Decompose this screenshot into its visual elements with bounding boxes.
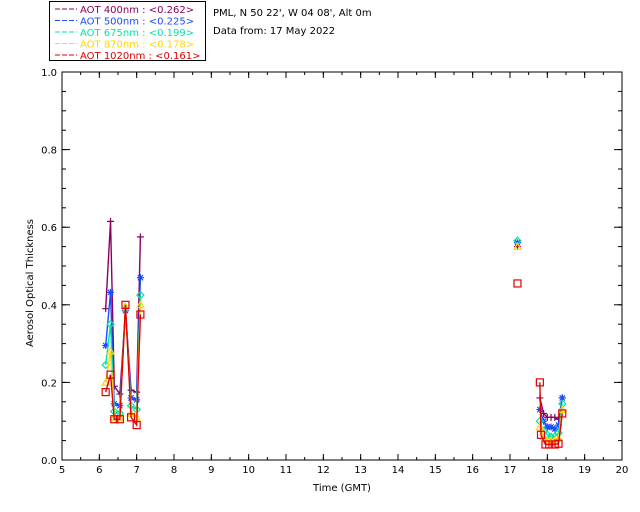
- x-tick-label: 20: [616, 465, 629, 476]
- y-tick-label: 0.6: [41, 223, 57, 234]
- legend-label: AOT 400nm : <0.262>: [80, 5, 194, 16]
- x-axis-label: Time (GMT): [312, 483, 371, 494]
- data-point: [513, 279, 522, 288]
- series: [102, 217, 566, 423]
- date-label: Data from: 17 May 2022: [213, 26, 335, 37]
- data-point: [136, 274, 144, 282]
- data-point: [136, 310, 145, 319]
- x-tick-label: 12: [317, 465, 330, 476]
- data-point: [535, 422, 545, 431]
- y-axis-label: Aerosol Optical Thickness: [25, 219, 36, 347]
- series-layer: [101, 217, 567, 449]
- data-point: [107, 217, 115, 225]
- legend-label: AOT 870nm : <0.178>: [80, 40, 194, 51]
- data-point: [106, 319, 115, 329]
- data-point: [101, 377, 111, 386]
- data-point: [547, 423, 555, 431]
- x-tick-label: 18: [541, 465, 554, 476]
- data-point: [535, 378, 544, 387]
- y-tick-label: 0.0: [41, 456, 57, 467]
- legend-label: AOT 675nm : <0.199>: [80, 28, 194, 39]
- data-point: [512, 241, 522, 250]
- data-point: [554, 439, 563, 448]
- data-point: [557, 404, 567, 413]
- data-point: [106, 370, 115, 379]
- data-point: [551, 413, 559, 421]
- y-tick-label: 0.2: [41, 378, 57, 389]
- data-point: [551, 425, 559, 433]
- data-point: [106, 346, 116, 355]
- x-tick-label: 11: [280, 465, 293, 476]
- data-point: [136, 233, 144, 241]
- data-point: [135, 300, 145, 309]
- x-tick-label: 14: [392, 465, 405, 476]
- x-tick-label: 13: [354, 465, 367, 476]
- data-point: [101, 388, 110, 397]
- x-tick-label: 8: [171, 465, 177, 476]
- x-tick-label: 9: [208, 465, 214, 476]
- x-tick-label: 15: [429, 465, 442, 476]
- data-point: [558, 409, 567, 418]
- x-tick-label: 19: [578, 465, 591, 476]
- data-point: [102, 305, 110, 313]
- series: [101, 241, 567, 444]
- series-line: [105, 304, 142, 428]
- data-point: [126, 413, 136, 422]
- y-tick-label: 0.8: [41, 146, 57, 157]
- location-label: PML, N 50 22', W 04 08', Alt 0m: [213, 8, 372, 19]
- data-point: [543, 423, 551, 431]
- x-tick-label: 6: [96, 465, 102, 476]
- x-tick-label: 16: [466, 465, 479, 476]
- legend-box: [49, 1, 206, 61]
- data-point: [132, 420, 141, 430]
- data-point: [121, 300, 130, 309]
- data-point: [102, 342, 110, 350]
- legend: AOT 400nm : <0.262>AOT 500nm : <0.225>AO…: [49, 1, 206, 62]
- data-point: [110, 415, 119, 424]
- series: [101, 279, 567, 449]
- data-point: [558, 394, 566, 402]
- data-point: [555, 421, 563, 429]
- data-point: [136, 290, 145, 300]
- x-tick-label: 10: [242, 465, 255, 476]
- x-tick-label: 17: [504, 465, 517, 476]
- data-point: [107, 288, 115, 296]
- x-tick-label: 5: [59, 465, 65, 476]
- y-tick-label: 0.4: [41, 301, 57, 312]
- y-tick-label: 1.0: [41, 68, 57, 79]
- x-tick-label: 7: [133, 465, 139, 476]
- data-point: [115, 415, 124, 424]
- data-point: [545, 440, 554, 449]
- legend-label: AOT 500nm : <0.225>: [80, 17, 194, 28]
- series: [102, 239, 566, 433]
- axes: 5 6 7 8 9 10 11 12 13 14 15 16 17 18 19 20 0.0 0.2 0.4 0.6 0…: [41, 68, 628, 476]
- legend-label: AOT 1020nm : <0.161>: [80, 51, 200, 62]
- plot-frame: [61, 71, 623, 461]
- data-point: [536, 430, 546, 439]
- series: [101, 236, 567, 442]
